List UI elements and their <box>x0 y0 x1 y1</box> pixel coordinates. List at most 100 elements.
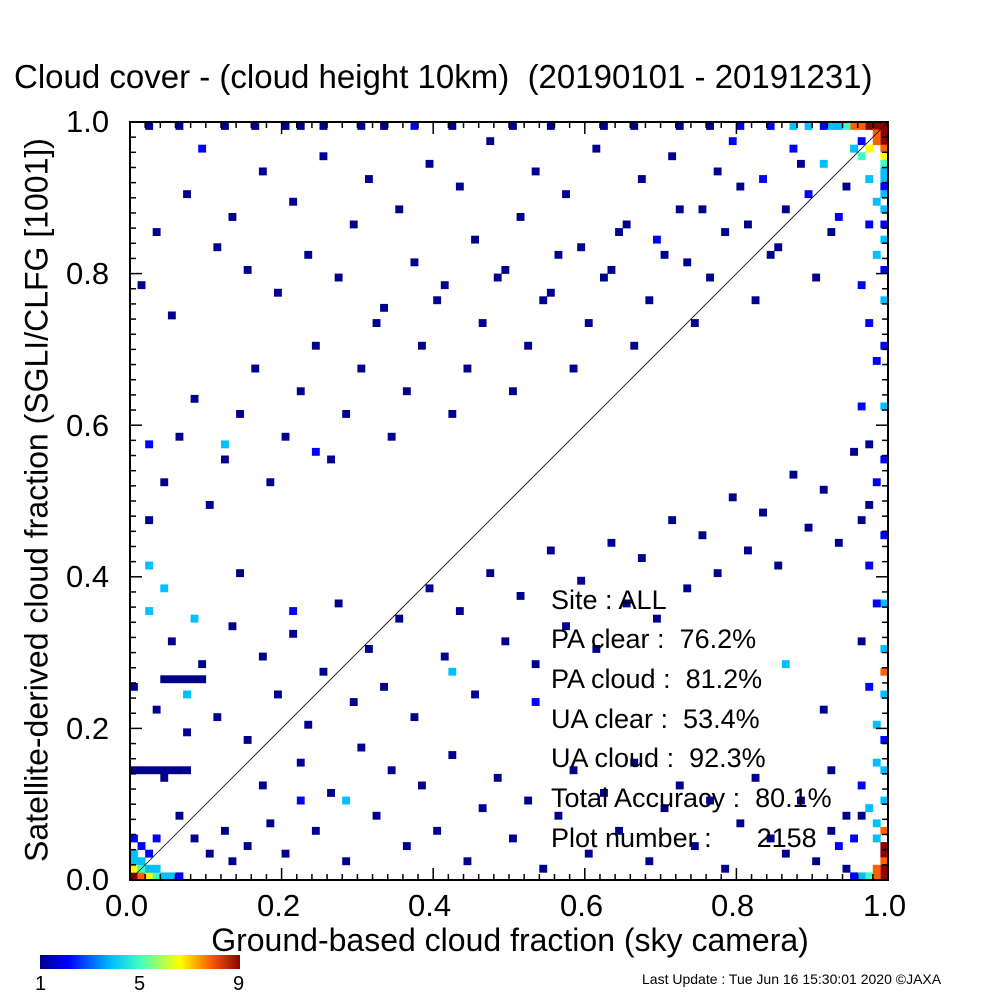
heatmap-cells <box>130 122 889 881</box>
heatmap-cell <box>865 804 874 813</box>
heatmap-cell <box>827 228 836 236</box>
axis-ticks <box>129 121 889 881</box>
heatmap-cell <box>819 159 828 168</box>
heatmap-cell <box>486 137 495 146</box>
y-tick-label: 0.6 <box>66 408 110 443</box>
heatmap-cell <box>872 720 881 729</box>
heatmap-cell <box>160 675 169 684</box>
heatmap-cell <box>880 205 889 214</box>
heatmap-cell <box>789 144 798 153</box>
heatmap-cell <box>834 538 843 547</box>
heatmap-cell <box>258 167 267 176</box>
heatmap-cell <box>395 614 404 623</box>
heatmap-cell <box>463 857 472 866</box>
heatmap-cell <box>175 811 184 820</box>
heatmap-cell <box>880 864 889 873</box>
heatmap-cell <box>880 857 889 866</box>
heatmap-cell <box>865 144 874 153</box>
heatmap-cell <box>425 584 434 593</box>
heatmap-cell <box>167 675 176 684</box>
heatmap-cell <box>880 175 889 183</box>
x-tick-label: 0.8 <box>711 888 755 923</box>
heatmap-cell <box>365 175 373 183</box>
heatmap-cell <box>880 599 889 608</box>
heatmap-cell <box>342 796 351 805</box>
heatmap-cell <box>433 296 442 305</box>
heatmap-cell <box>145 440 154 449</box>
heatmap-cell <box>797 796 805 805</box>
heatmap-cell <box>622 599 631 608</box>
heatmap-cell <box>145 864 154 873</box>
heatmap-cell <box>872 357 881 365</box>
heatmap-cell <box>175 872 184 881</box>
heatmap-cell <box>183 190 191 199</box>
heatmap-cell <box>728 137 737 146</box>
heatmap-cell <box>152 834 161 843</box>
heatmap-cell <box>645 857 654 866</box>
heatmap-cell <box>880 137 889 146</box>
heatmap-cell <box>440 281 449 290</box>
heatmap-cell <box>213 713 222 722</box>
heatmap-cell <box>865 682 874 691</box>
colorbar-label-mid: 5 <box>134 973 146 995</box>
heatmap-cell <box>205 501 214 509</box>
heatmap-cell <box>554 811 563 820</box>
heatmap-cell <box>880 152 889 161</box>
heatmap-cell <box>872 478 881 487</box>
heatmap-cell <box>266 819 275 828</box>
heatmap-cell <box>872 137 881 146</box>
heatmap-cell <box>175 122 184 130</box>
heatmap-cell <box>744 546 752 555</box>
heatmap-cell <box>296 122 305 130</box>
heatmap-cell <box>637 175 646 183</box>
heatmap-cell <box>175 675 184 684</box>
heatmap-cell <box>880 645 889 653</box>
stat-pa-cloud: PA cloud : 81.2% <box>551 664 763 694</box>
heatmap-cell <box>713 569 722 578</box>
stat-ua-cloud: UA cloud : 92.3% <box>551 743 766 773</box>
heatmap-cell <box>744 220 752 229</box>
heatmap-cell <box>357 364 366 373</box>
heatmap-cell <box>683 584 692 593</box>
heatmap-cell <box>872 599 881 608</box>
heatmap-cell <box>857 152 866 161</box>
heatmap-cell <box>387 432 396 441</box>
heatmap-cell <box>736 122 745 130</box>
heatmap-cell <box>880 129 889 138</box>
heatmap-cell <box>258 652 267 661</box>
heatmap-cell <box>630 341 639 350</box>
heatmap-cell <box>152 228 161 236</box>
heatmap-cell <box>296 758 305 767</box>
heatmap-cell <box>577 576 586 585</box>
heatmap-cell <box>872 819 881 828</box>
heatmap-cell <box>402 387 411 396</box>
heatmap-cell <box>221 826 229 835</box>
heatmap-cell <box>372 811 381 820</box>
heatmap-cell <box>630 122 639 130</box>
heatmap-cell <box>160 773 169 782</box>
heatmap-cell <box>524 796 533 805</box>
heatmap-cell <box>145 561 154 570</box>
heatmap-cell <box>781 660 790 669</box>
heatmap-cell <box>342 410 351 418</box>
heatmap-cell <box>630 758 639 767</box>
heatmap-cell <box>751 773 760 782</box>
heatmap-cell <box>584 849 593 858</box>
heatmap-cell <box>706 273 714 282</box>
heatmap-cell <box>850 144 858 153</box>
heatmap-cell <box>221 440 229 449</box>
heatmap-cell <box>137 842 146 850</box>
heatmap-cell <box>645 296 654 305</box>
heatmap-cell <box>471 690 479 699</box>
heatmap-cell <box>653 235 661 244</box>
heatmap-cell <box>857 137 866 146</box>
heatmap-cell <box>319 122 328 130</box>
heatmap-cell <box>721 864 730 873</box>
heatmap-cell <box>167 637 176 646</box>
heatmap-cell <box>834 842 843 850</box>
heatmap-cell <box>205 849 214 858</box>
heatmap-cell <box>130 766 138 775</box>
heatmap-cell <box>812 273 821 282</box>
y-tick-label: 0.4 <box>66 559 110 594</box>
heatmap-cell <box>160 872 169 881</box>
